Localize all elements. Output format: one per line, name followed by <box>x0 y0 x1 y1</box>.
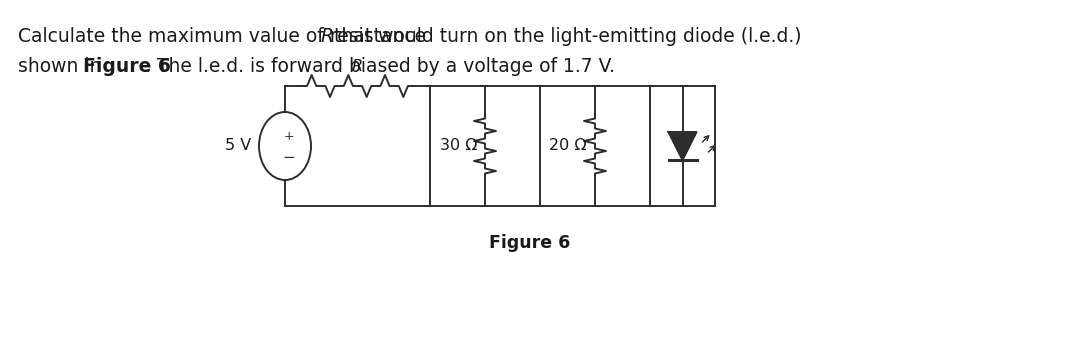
Text: Figure 6: Figure 6 <box>490 234 571 252</box>
Text: 30 Ω: 30 Ω <box>439 138 477 154</box>
Text: 20 Ω: 20 Ω <box>549 138 587 154</box>
Text: −: − <box>283 150 296 166</box>
Polygon shape <box>669 132 697 160</box>
Text: that would turn on the light-emitting diode (l.e.d.): that would turn on the light-emitting di… <box>328 27 802 46</box>
Text: Calculate the maximum value of resistance: Calculate the maximum value of resistanc… <box>18 27 432 46</box>
Text: shown in: shown in <box>18 57 108 76</box>
Text: 5 V: 5 V <box>224 138 251 154</box>
Text: R: R <box>352 59 363 74</box>
Text: . The l.e.d. is forward biased by a voltage of 1.7 V.: . The l.e.d. is forward biased by a volt… <box>146 57 615 76</box>
Text: Figure 6: Figure 6 <box>83 57 170 76</box>
Text: R: R <box>320 27 333 46</box>
Text: +: + <box>284 130 295 142</box>
